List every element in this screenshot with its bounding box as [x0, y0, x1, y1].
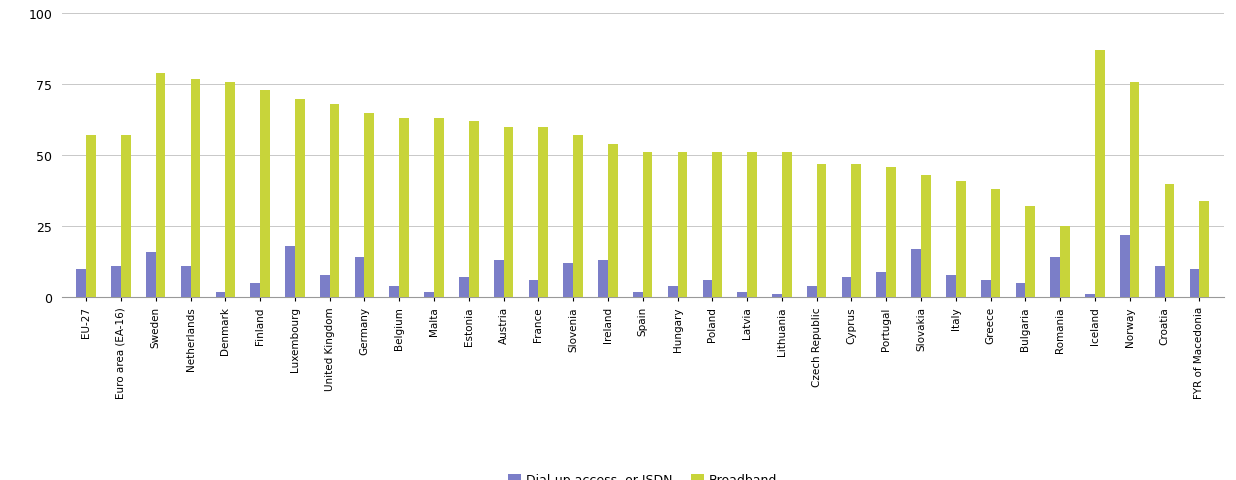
Bar	[1130, 83, 1140, 298]
Bar	[564, 264, 574, 298]
Bar	[1016, 283, 1026, 298]
Bar	[574, 136, 583, 298]
Bar	[738, 292, 747, 298]
Bar	[1051, 258, 1060, 298]
Bar	[434, 119, 444, 298]
Bar	[399, 119, 409, 298]
Bar	[1199, 201, 1209, 298]
Bar	[643, 153, 653, 298]
Bar	[424, 292, 434, 298]
Bar	[539, 128, 548, 298]
Bar	[772, 295, 782, 298]
Bar	[608, 144, 618, 298]
Bar	[712, 153, 722, 298]
Bar	[1154, 266, 1164, 298]
Bar	[146, 252, 156, 298]
Bar	[225, 83, 235, 298]
Bar	[111, 266, 121, 298]
Bar	[633, 292, 643, 298]
Bar	[990, 190, 1000, 298]
Bar	[468, 122, 478, 298]
Bar	[365, 114, 375, 298]
Bar	[260, 91, 269, 298]
Bar	[782, 153, 791, 298]
Bar	[156, 74, 166, 298]
Bar	[503, 128, 513, 298]
Bar	[286, 247, 295, 298]
Bar	[1189, 269, 1199, 298]
Bar	[251, 283, 260, 298]
Bar	[921, 176, 931, 298]
Bar	[667, 286, 677, 298]
Bar	[911, 250, 921, 298]
Bar	[77, 269, 87, 298]
Bar	[747, 153, 756, 298]
Bar	[955, 181, 965, 298]
Legend: Dial-up access  or ISDN, Broadband: Dial-up access or ISDN, Broadband	[503, 468, 782, 480]
Bar	[1085, 295, 1095, 298]
Bar	[295, 99, 304, 298]
Bar	[1026, 207, 1035, 298]
Bar	[355, 258, 365, 298]
Bar	[180, 266, 190, 298]
Bar	[886, 168, 896, 298]
Bar	[946, 275, 955, 298]
Bar	[817, 165, 827, 298]
Bar	[807, 286, 817, 298]
Bar	[677, 153, 687, 298]
Bar	[529, 281, 539, 298]
Bar	[494, 261, 503, 298]
Bar	[87, 136, 96, 298]
Bar	[1060, 227, 1070, 298]
Bar	[1164, 184, 1174, 298]
Bar	[215, 292, 225, 298]
Bar	[1095, 51, 1105, 298]
Bar	[330, 105, 340, 298]
Bar	[852, 165, 861, 298]
Bar	[389, 286, 399, 298]
Bar	[1120, 235, 1130, 298]
Bar	[190, 80, 200, 298]
Bar	[842, 278, 852, 298]
Bar	[121, 136, 131, 298]
Bar	[876, 272, 886, 298]
Bar	[598, 261, 608, 298]
Bar	[459, 278, 468, 298]
Bar	[320, 275, 330, 298]
Bar	[702, 281, 712, 298]
Bar	[981, 281, 990, 298]
